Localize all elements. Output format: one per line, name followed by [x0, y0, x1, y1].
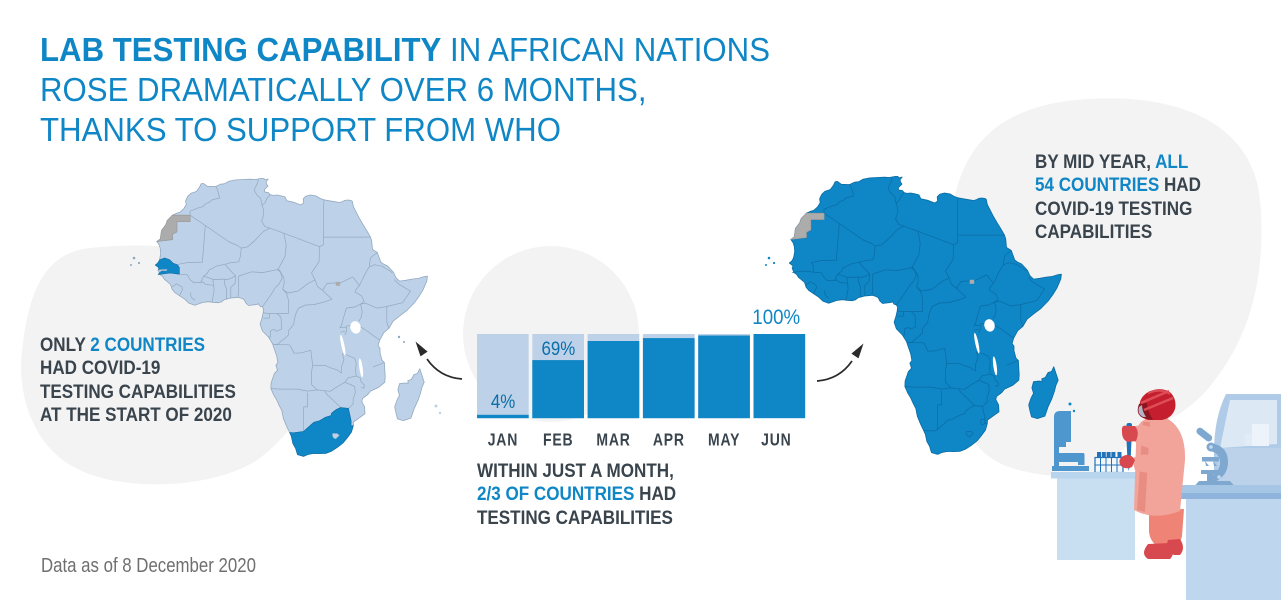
svg-text:APR: APR [653, 431, 685, 450]
svg-text:MAR: MAR [596, 431, 630, 450]
svg-text:JUN: JUN [761, 431, 791, 450]
svg-text:100%: 100% [752, 306, 800, 329]
svg-text:JAN: JAN [488, 431, 518, 450]
svg-text:FEB: FEB [543, 431, 573, 450]
svg-text:4%: 4% [491, 391, 515, 412]
svg-text:MAY: MAY [708, 431, 740, 450]
svg-text:69%: 69% [542, 338, 576, 359]
